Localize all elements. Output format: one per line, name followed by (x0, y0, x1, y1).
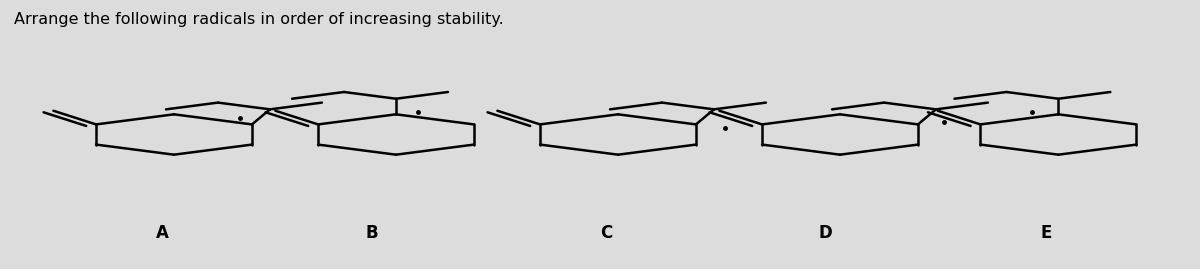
Text: E: E (1040, 224, 1052, 242)
Text: Arrange the following radicals in order of increasing stability.: Arrange the following radicals in order … (14, 12, 504, 27)
Text: B: B (366, 224, 378, 242)
Text: D: D (818, 224, 833, 242)
Text: A: A (156, 224, 168, 242)
Text: C: C (600, 224, 612, 242)
